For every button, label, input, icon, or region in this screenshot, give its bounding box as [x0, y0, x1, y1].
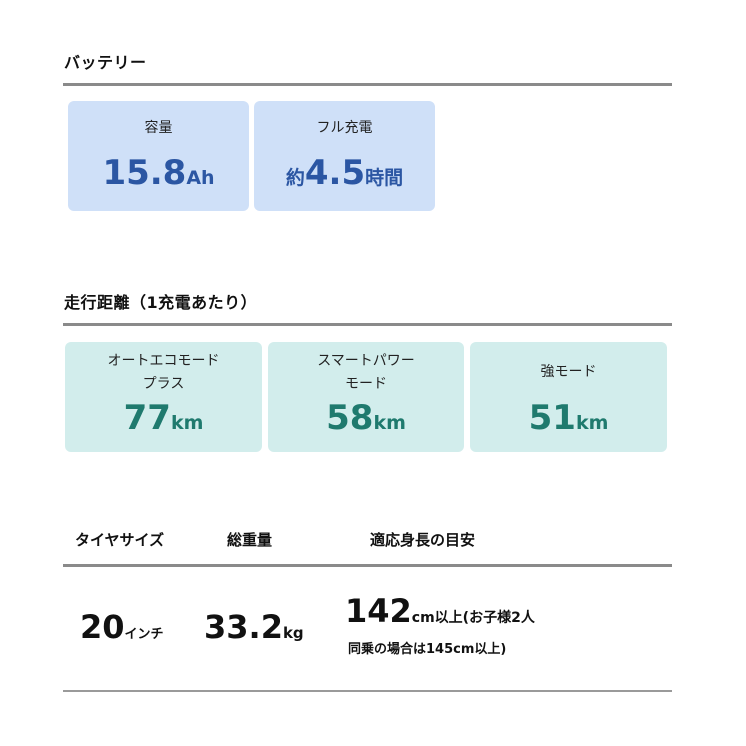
- charge-time-label: フル充電: [316, 120, 373, 136]
- range-card-strong: 強モード 51km: [470, 342, 667, 452]
- range-label-line2: モード: [345, 376, 387, 392]
- capacity-value: 15.8Ah: [102, 153, 215, 193]
- range-value: 51km: [528, 398, 609, 438]
- height-note: 同乗の場合は145cm以上): [348, 642, 507, 657]
- range-label-line1: スマートパワー: [317, 353, 415, 369]
- range-label-line2: プラス: [142, 376, 185, 392]
- height-header: 適応身長の目安: [370, 531, 476, 549]
- specs-divider: [63, 564, 672, 567]
- weight-header: 総重量: [227, 531, 273, 549]
- capacity-label: 容量: [144, 120, 173, 136]
- range-value: 77km: [123, 398, 204, 438]
- range-card-smart-power: スマートパワー モード 58km: [268, 342, 464, 452]
- specs-bottom-divider: [63, 690, 672, 692]
- range-value: 58km: [326, 398, 406, 438]
- range-label-line1: 強モード: [540, 364, 597, 380]
- range-label-line1: オートエコモード: [107, 353, 220, 369]
- charge-time-card: フル充電 約4.5時間: [254, 101, 435, 211]
- range-divider: [63, 323, 672, 326]
- tire-size-value: 20インチ: [80, 608, 164, 646]
- tire-size-header: タイヤサイズ: [75, 531, 165, 549]
- battery-heading: バッテリー: [64, 53, 147, 72]
- battery-divider: [63, 83, 672, 86]
- range-heading: 走行距離（1充電あたり）: [64, 293, 258, 312]
- range-card-auto-eco: オートエコモード プラス 77km: [65, 342, 262, 452]
- charge-time-value: 約4.5時間: [285, 153, 404, 193]
- capacity-card: 容量 15.8Ah: [68, 101, 249, 211]
- weight-value: 33.2kg: [204, 608, 304, 646]
- height-value: 142cm以上(お子様2人: [345, 592, 535, 630]
